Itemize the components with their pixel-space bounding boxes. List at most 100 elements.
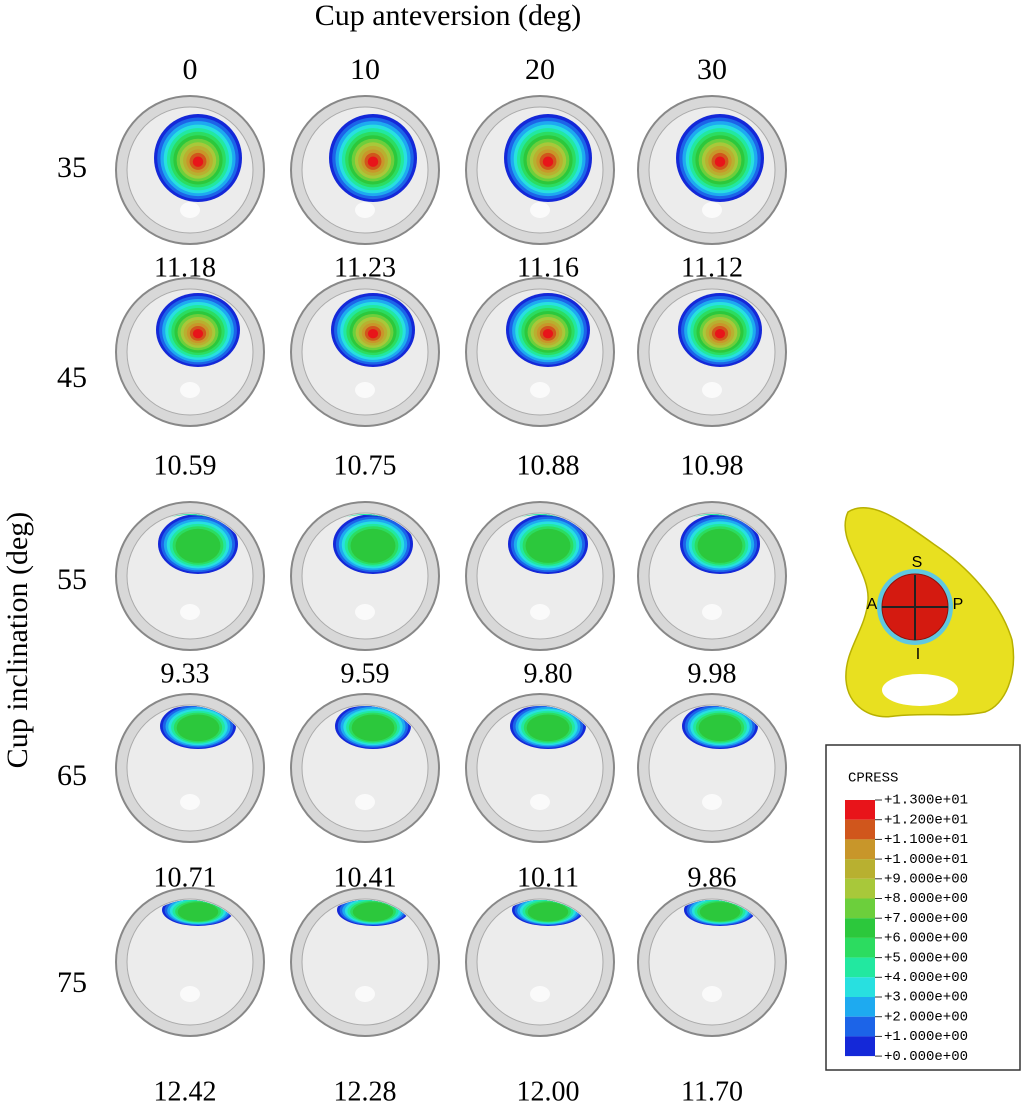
patch-band xyxy=(697,528,743,563)
contact-patch xyxy=(665,514,764,574)
cup xyxy=(637,693,787,843)
pelvis-label: I xyxy=(916,646,920,663)
cup-pole xyxy=(702,202,722,218)
contact-patch xyxy=(156,293,240,367)
row-label: 35 xyxy=(57,151,87,184)
legend-label: +1.200e+01 xyxy=(884,812,968,828)
contact-patch xyxy=(506,293,590,367)
patch-band xyxy=(525,528,571,563)
contact-patch xyxy=(337,900,409,926)
cup-pole xyxy=(530,202,550,218)
cup-pole xyxy=(355,794,375,810)
row-label: 45 xyxy=(57,361,87,394)
cell-value: 10.88 xyxy=(517,450,580,481)
patch-band xyxy=(714,156,726,167)
patch-band xyxy=(698,714,742,742)
legend-swatch xyxy=(845,977,875,997)
cup-pole xyxy=(702,794,722,810)
cup xyxy=(115,693,265,843)
y-label: Cup inclination (deg) xyxy=(1,512,34,769)
cup xyxy=(115,887,265,1037)
cup xyxy=(465,887,615,1037)
cell-value: 12.28 xyxy=(334,1076,397,1107)
patch-band xyxy=(351,714,395,742)
cup-pole xyxy=(530,604,550,620)
patch-band xyxy=(526,714,570,742)
cup xyxy=(465,277,615,427)
cup-pole xyxy=(180,604,200,620)
legend-label: +8.000e+00 xyxy=(884,891,968,907)
contact-patch xyxy=(329,114,417,202)
contact-patch xyxy=(331,293,415,367)
cell-value: 10.98 xyxy=(681,450,744,481)
cup-pole xyxy=(530,382,550,398)
column-label: 20 xyxy=(525,53,555,86)
legend-swatch xyxy=(845,859,875,879)
legend-label: +5.000e+00 xyxy=(884,950,968,966)
cup xyxy=(465,693,615,843)
cup-pole xyxy=(180,202,200,218)
cell-value: 9.98 xyxy=(688,658,737,689)
cup-pole xyxy=(355,986,375,1002)
patch-band xyxy=(350,528,396,563)
patch-band xyxy=(175,528,221,563)
cup xyxy=(637,95,787,245)
contact-patch xyxy=(143,706,242,749)
cup xyxy=(465,501,615,651)
legend-swatch xyxy=(845,918,875,938)
patch-band xyxy=(367,156,379,167)
cell-value: 11.70 xyxy=(681,1076,743,1107)
cup-pole xyxy=(355,202,375,218)
cell-value: 9.59 xyxy=(341,658,390,689)
legend-label: +0.000e+00 xyxy=(884,1049,968,1065)
legend-label: +1.000e+00 xyxy=(884,1029,968,1045)
cell-value: 10.75 xyxy=(334,450,397,481)
column-label: 30 xyxy=(697,53,727,86)
legend-swatch xyxy=(845,997,875,1017)
cup-pole xyxy=(702,986,722,1002)
contact-patch xyxy=(318,514,417,574)
cup-pole xyxy=(180,986,200,1002)
contact-patch xyxy=(512,900,584,926)
cup xyxy=(115,277,265,427)
patch-band xyxy=(192,156,204,167)
legend-swatch xyxy=(845,937,875,958)
contact-patch xyxy=(318,706,417,749)
cup-pole xyxy=(530,794,550,810)
row-label: 75 xyxy=(57,966,87,999)
cup-inner xyxy=(126,898,254,1026)
legend-label: +1.300e+01 xyxy=(884,793,968,809)
patch-band xyxy=(367,329,379,339)
cup xyxy=(115,95,265,245)
row-label: 55 xyxy=(57,563,87,596)
patch-band xyxy=(527,902,569,922)
legend-swatch xyxy=(845,800,875,820)
legend-label: +2.000e+00 xyxy=(884,1009,968,1025)
cell-value: 12.00 xyxy=(517,1076,580,1107)
cup xyxy=(637,887,787,1037)
legend-swatch xyxy=(845,1036,875,1057)
contact-patch xyxy=(493,706,592,749)
legend-label: +1.000e+01 xyxy=(884,852,968,868)
pelvis-label: A xyxy=(867,596,878,613)
legend-swatch xyxy=(845,839,875,860)
cup xyxy=(465,95,615,245)
title: Cup anteversion (deg) xyxy=(315,0,582,32)
patch-band xyxy=(714,329,726,339)
cup-pole xyxy=(530,986,550,1002)
legend-label: +3.000e+00 xyxy=(884,990,968,1006)
row-label: 65 xyxy=(57,759,87,792)
cup xyxy=(637,277,787,427)
column-label: 0 xyxy=(183,53,198,86)
contact-patch xyxy=(665,706,764,749)
legend-label: +6.000e+00 xyxy=(884,931,968,947)
cell-value: 9.33 xyxy=(161,658,210,689)
cup xyxy=(290,887,440,1037)
legend-swatch xyxy=(845,878,875,899)
cup-pole xyxy=(180,382,200,398)
cup-pole xyxy=(702,382,722,398)
legend-swatch xyxy=(845,819,875,840)
cell-value: 12.42 xyxy=(154,1076,217,1107)
cell-value: 10.59 xyxy=(154,450,217,481)
